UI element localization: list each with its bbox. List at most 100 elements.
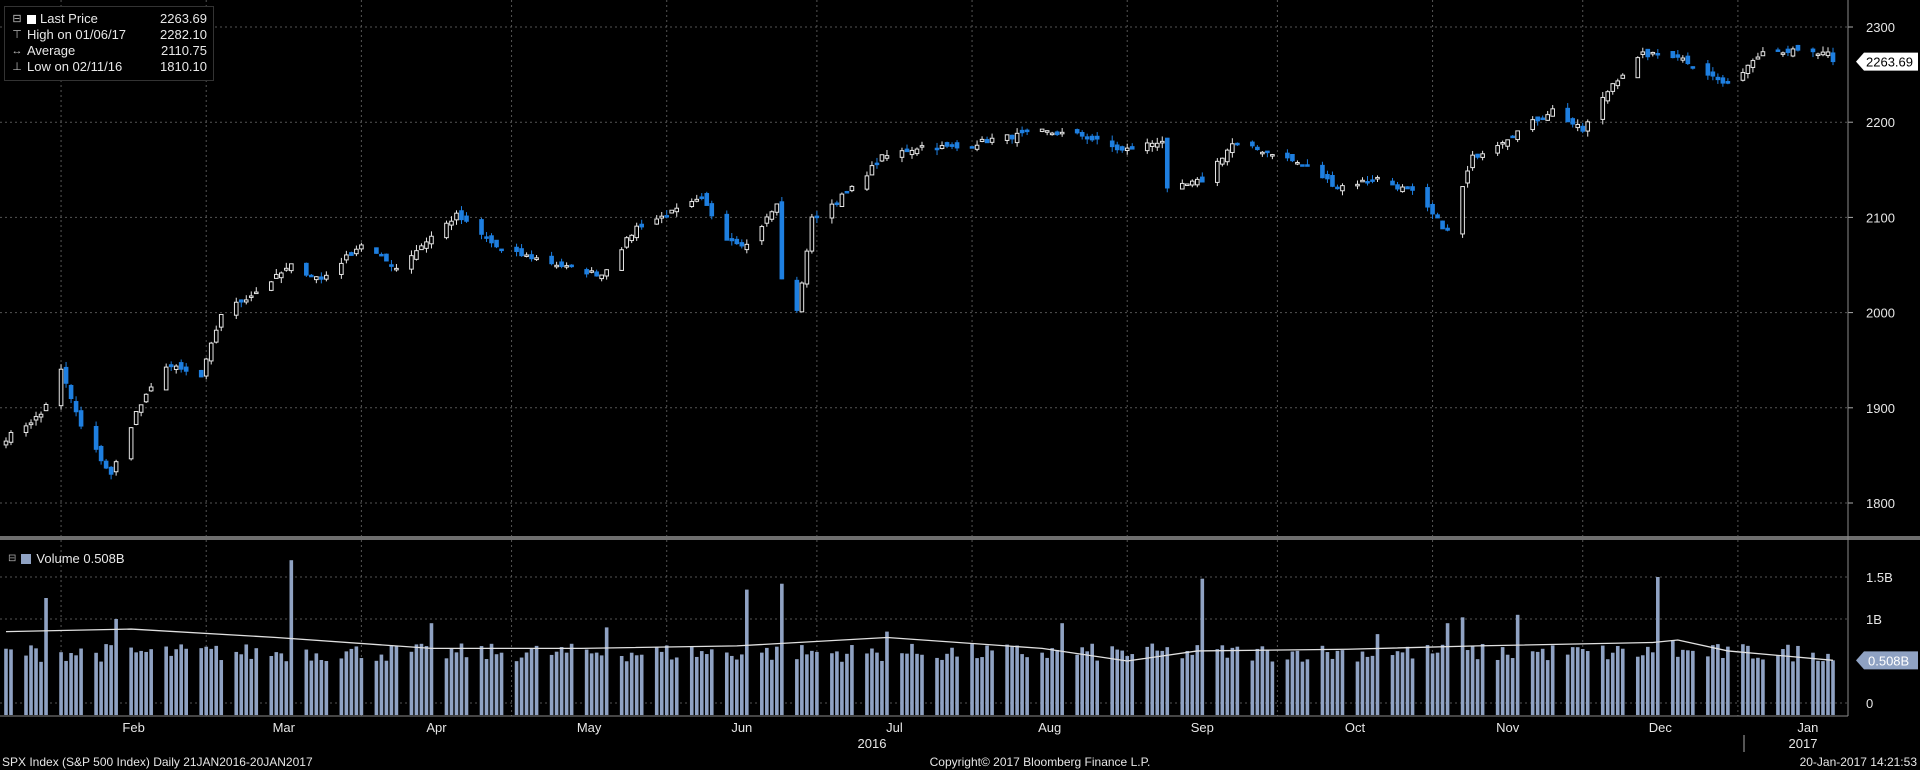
legend-toggle-icon[interactable]: ⊟	[12, 13, 22, 25]
volume-bar	[1265, 649, 1270, 715]
price-legend[interactable]: ⊟ Last Price 2263.69 ⊤ High on 01/06/17 …	[4, 6, 214, 81]
volume-bar	[1055, 649, 1059, 715]
volume-bar	[1160, 650, 1165, 715]
candle-body-up	[138, 404, 144, 413]
candle	[1675, 50, 1681, 61]
candle	[794, 276, 800, 313]
volume-bar	[184, 648, 188, 715]
volume-legend[interactable]: ⊟ Volume 0.508B	[8, 551, 125, 566]
volume-bar	[494, 654, 499, 715]
last-volume-tag-text: 0.508B	[1868, 653, 1909, 668]
candle-body-up	[354, 248, 359, 255]
candle	[1705, 60, 1711, 80]
candle	[1295, 160, 1300, 166]
candle-body-up	[1575, 123, 1581, 129]
candle	[1605, 90, 1611, 104]
volume-bar	[1435, 652, 1440, 715]
volume-bar	[694, 656, 699, 715]
volume-bar	[1791, 661, 1795, 715]
volume-bar	[1150, 643, 1155, 715]
candle-body-down	[704, 193, 710, 206]
volume-bar	[1335, 650, 1340, 715]
candle-body-up	[799, 282, 805, 313]
candle-body-up	[809, 216, 815, 252]
candle-body-down	[664, 215, 670, 218]
candle	[273, 269, 279, 279]
candle	[669, 209, 675, 214]
candle-body-down	[168, 364, 174, 368]
candle-body-down	[1580, 125, 1586, 132]
volume-bar	[99, 661, 103, 715]
legend-row-last-price[interactable]: ⊟ Last Price 2263.69	[11, 11, 207, 27]
candle-body-up	[989, 137, 995, 143]
footer-bar	[0, 752, 1920, 770]
candle-body-down	[1089, 135, 1095, 141]
candle-body-down	[709, 203, 715, 217]
candle-body-up	[243, 299, 249, 303]
volume-bar	[244, 644, 249, 715]
candle-body-up	[1790, 48, 1796, 57]
average-value: 2110.75	[160, 43, 207, 58]
volume-bar	[1305, 659, 1310, 715]
candle-body-up	[268, 281, 274, 291]
volume-bar	[1005, 644, 1009, 715]
volume-bar	[44, 598, 48, 715]
volume-bar	[1375, 634, 1380, 715]
candle-body-down	[1009, 134, 1015, 140]
candle-body-up	[454, 212, 459, 221]
candle	[944, 141, 950, 149]
candle-body-down	[93, 425, 99, 450]
candle	[1049, 131, 1055, 136]
candle	[594, 269, 599, 277]
candle-body-down	[949, 144, 955, 147]
candle	[1330, 171, 1335, 188]
price-tick-label: 2200	[1866, 115, 1895, 130]
candle-body-up	[1755, 56, 1761, 60]
volume-bar	[770, 659, 774, 715]
volume-bar	[1050, 648, 1054, 715]
volume-bar	[1826, 653, 1830, 715]
grid-layer	[0, 0, 1848, 716]
candle-body-up	[589, 270, 594, 273]
footer-left-text: SPX Index (S&P 500 Index) Daily 21JAN201…	[2, 755, 313, 769]
candle-body-down	[1705, 63, 1711, 76]
candle-body-down	[309, 274, 314, 278]
volume-bar	[865, 653, 869, 715]
candle-body-up	[1505, 139, 1510, 147]
candle-body-up	[1270, 154, 1275, 157]
volume-bar	[1235, 646, 1240, 715]
candle	[974, 140, 980, 152]
candle	[419, 243, 424, 251]
candle	[374, 247, 379, 254]
candle-body-up	[1260, 151, 1265, 155]
candle-body-down	[1425, 187, 1430, 208]
candle	[804, 248, 810, 288]
volume-bar	[29, 645, 33, 715]
candle	[168, 361, 174, 371]
candle	[629, 234, 634, 244]
candle-body-up	[8, 431, 14, 443]
candle	[1570, 117, 1576, 128]
candle-body-up	[213, 329, 219, 343]
candle-body-down	[319, 276, 324, 280]
candle	[304, 262, 309, 277]
candle	[1215, 158, 1220, 187]
volume-bar	[1075, 654, 1079, 715]
candle-body-down	[304, 262, 309, 276]
candle	[8, 430, 14, 446]
volume-bar	[880, 660, 884, 715]
candle-body-up	[1585, 121, 1591, 132]
volume-bar	[845, 653, 849, 715]
volume-bar	[314, 653, 319, 715]
candle-body-down	[834, 202, 840, 206]
candle	[849, 185, 855, 193]
average-marker-icon: ↔	[11, 45, 23, 57]
candle-body-down	[494, 239, 499, 248]
volume-bar	[1605, 659, 1610, 715]
volume-bar	[915, 653, 919, 715]
candle-body-down	[734, 238, 740, 245]
candle	[1620, 73, 1626, 79]
candle-body-up	[674, 207, 680, 213]
volume-bar	[144, 651, 148, 715]
volume-legend-toggle-icon[interactable]: ⊟	[8, 553, 17, 564]
